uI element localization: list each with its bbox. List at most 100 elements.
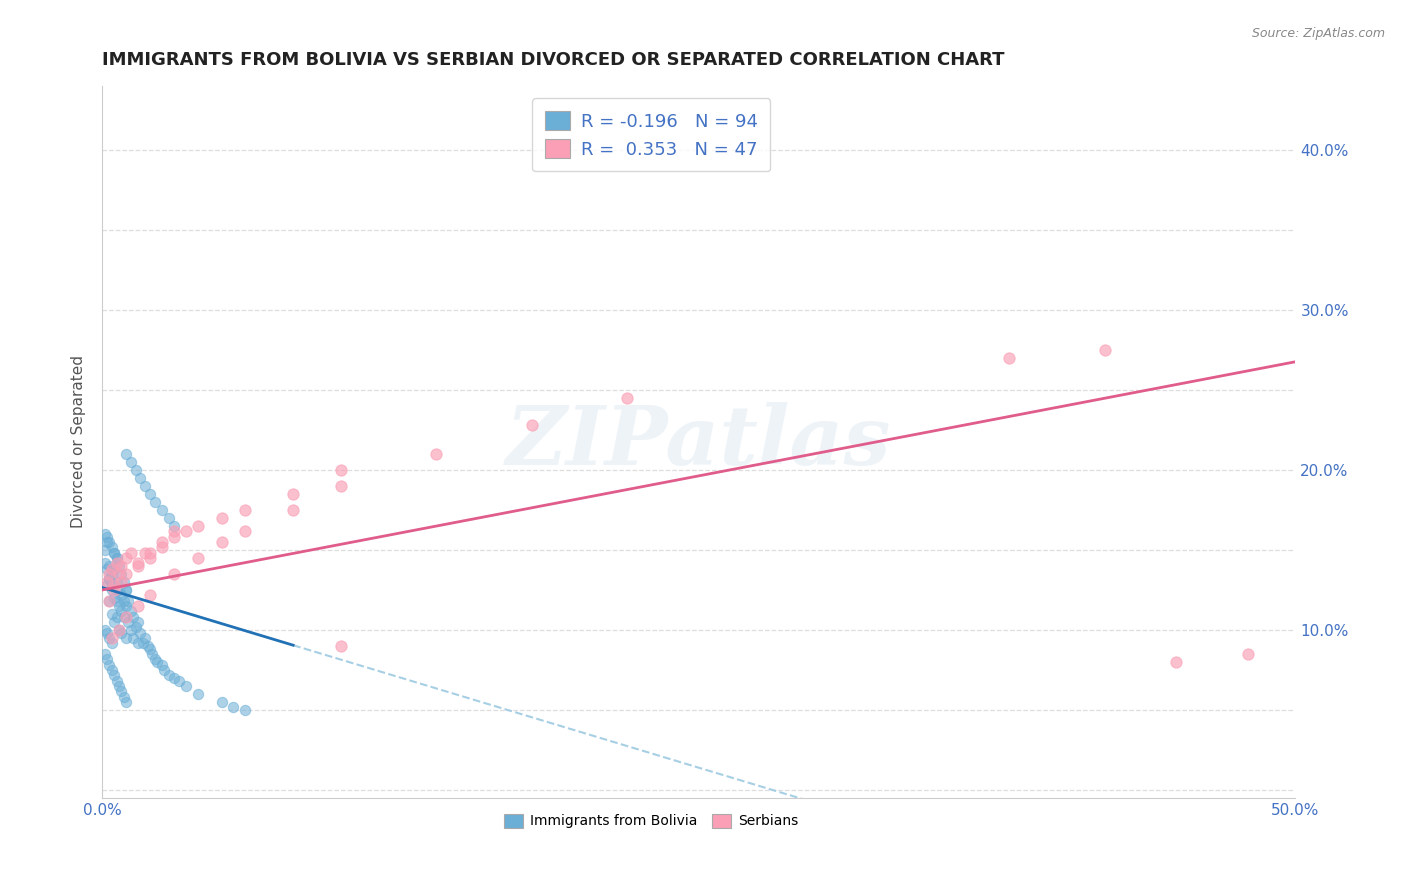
Point — [98, 631, 121, 645]
Point — [329, 463, 352, 477]
Point — [98, 594, 121, 608]
Point — [163, 671, 186, 685]
Point — [115, 599, 138, 613]
Point — [134, 546, 156, 560]
Point — [157, 668, 180, 682]
Point — [150, 503, 173, 517]
Point — [134, 631, 156, 645]
Point — [281, 503, 304, 517]
Point — [143, 652, 166, 666]
Point — [235, 703, 257, 717]
Point — [120, 623, 142, 637]
Point — [100, 562, 122, 576]
Point — [127, 599, 149, 613]
Point — [329, 479, 352, 493]
Point — [103, 546, 125, 560]
Point — [98, 572, 121, 586]
Point — [1236, 647, 1258, 661]
Point — [115, 582, 138, 597]
Point — [103, 668, 125, 682]
Point — [103, 562, 125, 576]
Text: Source: ZipAtlas.com: Source: ZipAtlas.com — [1251, 27, 1385, 40]
Point — [93, 556, 115, 570]
Point — [139, 642, 162, 657]
Point — [108, 582, 131, 597]
Point — [105, 674, 128, 689]
Point — [120, 546, 142, 560]
Point — [153, 663, 176, 677]
Point — [139, 588, 162, 602]
Point — [122, 610, 145, 624]
Point — [103, 578, 125, 592]
Point — [1094, 343, 1116, 357]
Point — [425, 447, 447, 461]
Point — [124, 620, 146, 634]
Point — [100, 607, 122, 621]
Point — [616, 391, 638, 405]
Point — [112, 690, 135, 705]
Point — [136, 639, 159, 653]
Point — [108, 599, 131, 613]
Point — [120, 604, 142, 618]
Point — [281, 487, 304, 501]
Point — [139, 546, 162, 560]
Point — [520, 417, 543, 432]
Point — [132, 636, 155, 650]
Point — [100, 578, 122, 592]
Point — [115, 610, 138, 624]
Point — [96, 652, 118, 666]
Point — [110, 604, 132, 618]
Point — [103, 578, 125, 592]
Point — [163, 524, 186, 538]
Point — [127, 558, 149, 573]
Point — [105, 550, 128, 565]
Point — [93, 527, 115, 541]
Point — [112, 610, 135, 624]
Point — [211, 511, 233, 525]
Point — [157, 511, 180, 525]
Point — [163, 566, 186, 581]
Point — [115, 550, 138, 565]
Point — [143, 495, 166, 509]
Point — [96, 562, 118, 576]
Point — [235, 503, 257, 517]
Point — [122, 631, 145, 645]
Point — [110, 588, 132, 602]
Point — [117, 594, 139, 608]
Text: IMMIGRANTS FROM BOLIVIA VS SERBIAN DIVORCED OR SEPARATED CORRELATION CHART: IMMIGRANTS FROM BOLIVIA VS SERBIAN DIVOR… — [103, 51, 1005, 69]
Point — [134, 479, 156, 493]
Point — [105, 610, 128, 624]
Point — [96, 530, 118, 544]
Point — [115, 447, 138, 461]
Point — [100, 540, 122, 554]
Point — [98, 658, 121, 673]
Point — [187, 519, 209, 533]
Point — [96, 578, 118, 592]
Point — [100, 636, 122, 650]
Point — [93, 542, 115, 557]
Point — [108, 558, 131, 573]
Point — [93, 647, 115, 661]
Point — [150, 535, 173, 549]
Point — [108, 623, 131, 637]
Point — [127, 615, 149, 629]
Point — [103, 546, 125, 560]
Point — [110, 566, 132, 581]
Point — [115, 695, 138, 709]
Point — [108, 679, 131, 693]
Point — [110, 558, 132, 573]
Point — [127, 636, 149, 650]
Point — [108, 566, 131, 581]
Point — [96, 574, 118, 589]
Point — [139, 550, 162, 565]
Point — [100, 631, 122, 645]
Point — [100, 566, 122, 581]
Point — [115, 582, 138, 597]
Point — [108, 623, 131, 637]
Point — [100, 582, 122, 597]
Point — [124, 463, 146, 477]
Point — [96, 626, 118, 640]
Text: ZIPatlas: ZIPatlas — [506, 401, 891, 482]
Point — [98, 558, 121, 573]
Point — [93, 623, 115, 637]
